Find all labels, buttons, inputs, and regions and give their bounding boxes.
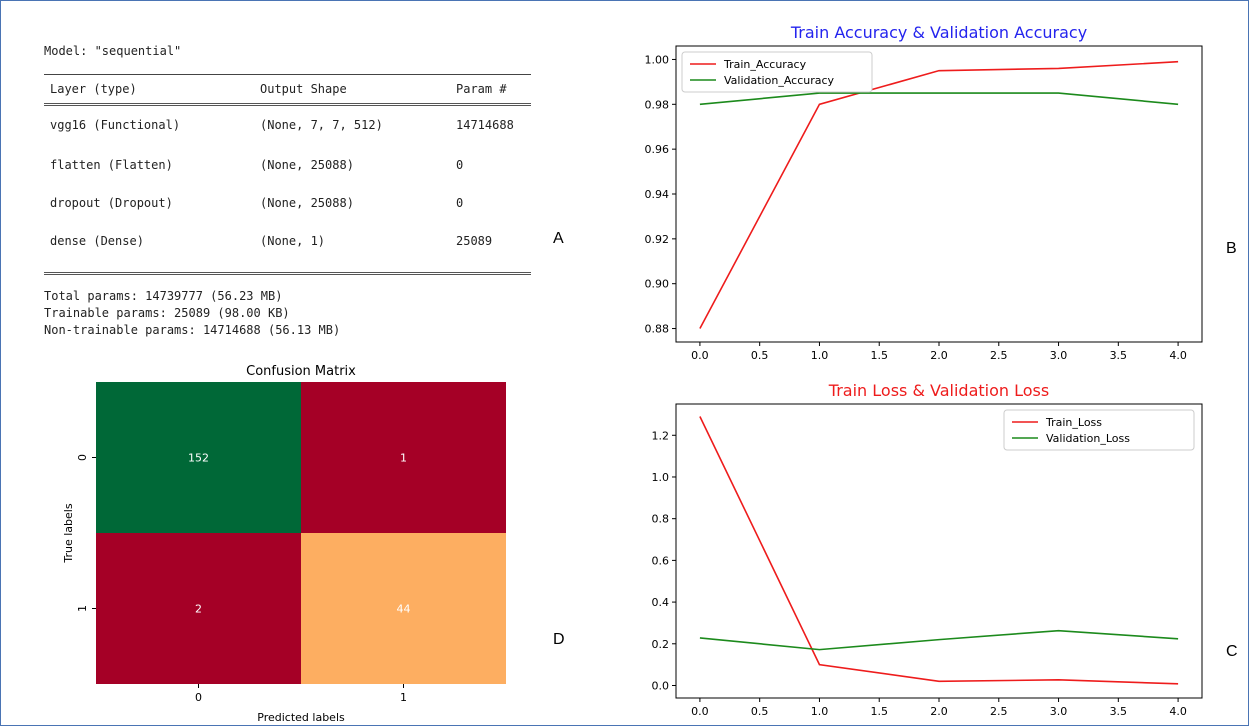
x-tick-label: 4.0 xyxy=(1169,349,1187,362)
table-row-param: 0 xyxy=(456,196,464,210)
chart-title: Train Loss & Validation Loss xyxy=(828,381,1049,400)
x-tick-label: 2.0 xyxy=(930,705,948,718)
model-title: Model: "sequential" xyxy=(44,44,182,58)
y-tick-label: 0.88 xyxy=(645,323,670,336)
cell-value: 44 xyxy=(397,603,411,616)
chart-title: Confusion Matrix xyxy=(246,364,356,379)
x-tick-label: 3.0 xyxy=(1050,705,1068,718)
heatmap-cell xyxy=(96,382,301,533)
legend-box xyxy=(1003,409,1195,451)
table-row-layer: dropout (Dropout) xyxy=(50,196,173,210)
table-row-layer: vgg16 (Functional) xyxy=(50,118,181,132)
panel-label-c: C xyxy=(1226,643,1238,660)
x-tick-label: 1 xyxy=(400,691,407,704)
series-line xyxy=(699,416,1179,685)
y-tick-label: 0.90 xyxy=(645,278,670,291)
y-tick-label: 1.00 xyxy=(645,53,670,66)
y-tick-label: 0.6 xyxy=(652,554,670,567)
y-tick-label: 0.94 xyxy=(645,188,670,201)
x-tick-label: 0.0 xyxy=(691,705,709,718)
cell-value: 2 xyxy=(195,603,202,616)
x-axis-label: Predicted labels xyxy=(257,711,345,723)
x-tick-label: 0.5 xyxy=(751,349,769,362)
series-line xyxy=(699,629,1179,651)
heatmap-cell xyxy=(301,382,506,533)
panel-label-a: A xyxy=(553,230,564,247)
x-tick-label: 2.5 xyxy=(990,349,1008,362)
y-tick-label: 0.92 xyxy=(645,233,670,246)
loss-chart: Train Loss & Validation Loss 0.0 0.5 1.0 1.5… xyxy=(652,381,1203,718)
x-tick-label: 4.0 xyxy=(1169,705,1187,718)
y-tick-label: 0.8 xyxy=(652,513,670,526)
panel-label-b: B xyxy=(1226,240,1237,257)
heatmap-cell xyxy=(301,533,506,684)
table-row-shape: (None, 25088) xyxy=(260,196,354,210)
heatmap-cell xyxy=(96,533,301,684)
summary-rule-top xyxy=(44,74,531,75)
table-row-param: 25089 xyxy=(456,234,493,248)
legend-label: Train_Loss xyxy=(1045,416,1102,429)
table-row-shape: (None, 1) xyxy=(260,234,326,248)
y-tick-label: 0.96 xyxy=(645,143,670,156)
series-line xyxy=(699,92,1179,106)
summary-rule-bottom xyxy=(44,272,531,275)
x-tick-label: 3.5 xyxy=(1110,705,1128,718)
y-tick-label: 0.2 xyxy=(652,638,670,651)
x-tick-label: 1.5 xyxy=(870,349,888,362)
panel-label-d: D xyxy=(553,631,565,648)
legend-label: Train_Accuracy xyxy=(723,58,807,71)
x-tick-label: 0 xyxy=(195,691,202,704)
x-tick-label: 0.0 xyxy=(691,349,709,362)
summary-rule-header xyxy=(44,103,531,106)
table-row-layer: dense (Dense) xyxy=(50,234,144,248)
x-tick-label: 2.0 xyxy=(930,349,948,362)
x-tick-label: 0.5 xyxy=(751,705,769,718)
header-layer: Layer (type) xyxy=(50,82,137,96)
header-param: Param # xyxy=(456,82,507,96)
x-tick-label: 2.5 xyxy=(990,705,1008,718)
y-tick-label: 0.98 xyxy=(645,98,670,111)
x-tick-label: 3.0 xyxy=(1050,349,1068,362)
y-tick-label: 1 xyxy=(76,605,89,612)
table-row-param: 0 xyxy=(456,158,464,172)
table-row-param: 14714688 xyxy=(456,118,514,132)
header-output-shape: Output Shape xyxy=(260,82,347,96)
table-row-shape: (None, 25088) xyxy=(260,158,354,172)
confusion-matrix: Confusion Matrix 152 1 2 44 0 1 0 1 Predicted lab… xyxy=(62,364,506,723)
y-tick-label: 0 xyxy=(76,454,89,461)
legend-label: Validation_Loss xyxy=(1046,432,1130,445)
x-tick-label: 1.5 xyxy=(870,705,888,718)
x-tick-label: 1.0 xyxy=(811,349,829,362)
legend-label: Validation_Accuracy xyxy=(724,74,835,87)
x-tick-label: 1.0 xyxy=(811,705,829,718)
trainable-params: Trainable params: 25089 (98.00 KB) xyxy=(44,306,290,320)
y-tick-label: 1.2 xyxy=(652,429,670,442)
cell-value: 152 xyxy=(188,452,209,465)
series-line xyxy=(699,60,1179,329)
cell-value: 1 xyxy=(400,452,407,465)
legend-box xyxy=(681,51,873,93)
x-tick-label: 3.5 xyxy=(1110,349,1128,362)
y-tick-label: 1.0 xyxy=(652,471,670,484)
table-row-shape: (None, 7, 7, 512) xyxy=(260,118,383,132)
non-trainable-params: Non-trainable params: 14714688 (56.13 MB… xyxy=(44,323,341,337)
y-axis-label: True labels xyxy=(62,503,75,563)
accuracy-chart: Train Accuracy & Validation Accuracy 0.0 0… xyxy=(645,23,1203,362)
chart-title: Train Accuracy & Validation Accuracy xyxy=(790,23,1087,42)
table-row-layer: flatten (Flatten) xyxy=(50,158,173,172)
total-params: Total params: 14739777 (56.23 MB) xyxy=(44,289,283,303)
y-tick-label: 0.4 xyxy=(652,596,670,609)
y-tick-label: 0.0 xyxy=(652,679,670,692)
